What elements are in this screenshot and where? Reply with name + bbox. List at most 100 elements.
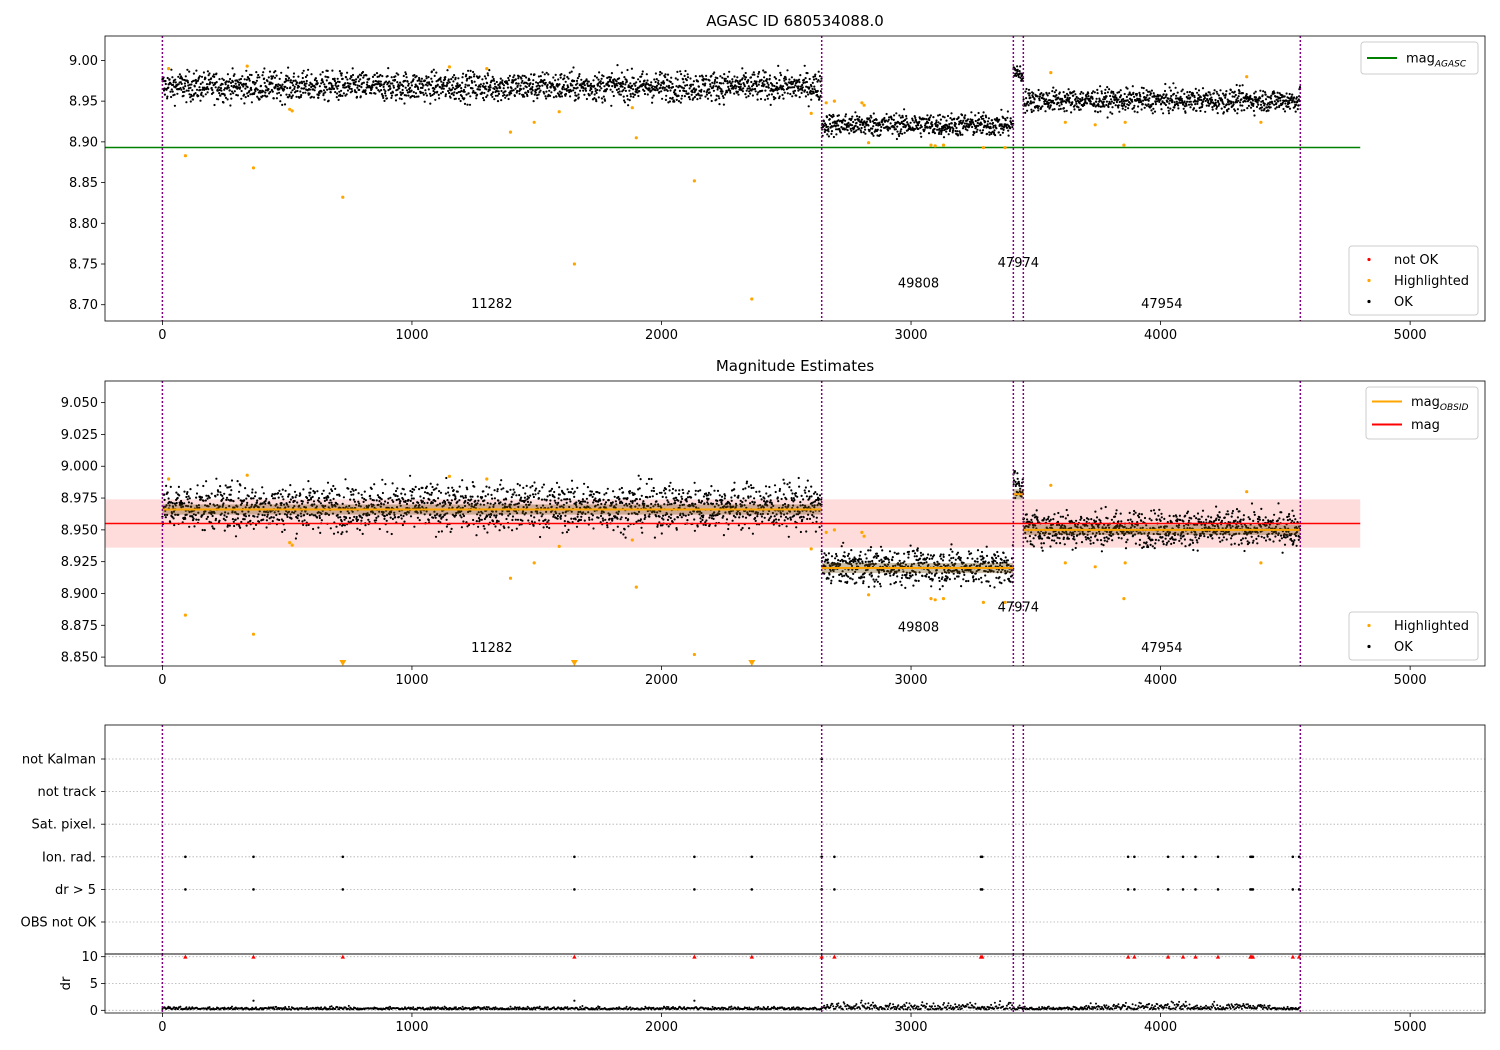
ok-point xyxy=(364,89,367,92)
ok-point xyxy=(600,97,604,100)
ok-point xyxy=(1105,95,1108,98)
ok-point xyxy=(869,114,872,117)
ok-point xyxy=(202,71,205,74)
ok-point xyxy=(1221,92,1225,95)
ok-point xyxy=(767,86,770,89)
ok-point xyxy=(684,69,687,73)
ok-point xyxy=(517,82,520,85)
ok-point xyxy=(654,72,658,75)
ok-point xyxy=(698,75,702,78)
ok-point xyxy=(808,77,811,81)
ok-point xyxy=(1271,102,1274,105)
ok-point xyxy=(790,80,793,83)
ok-point xyxy=(909,121,912,124)
ok-point xyxy=(350,493,353,496)
ok-point xyxy=(1252,104,1255,107)
ok-point xyxy=(413,95,416,99)
ok-point xyxy=(245,78,248,81)
ok-point xyxy=(713,71,716,74)
ok-point xyxy=(251,491,254,494)
ok-point xyxy=(791,95,794,98)
ok-point xyxy=(510,500,513,503)
ok-point xyxy=(173,104,176,107)
ok-point xyxy=(1260,106,1264,109)
ok-point xyxy=(394,78,397,82)
ok-point xyxy=(1019,65,1022,68)
ok-point xyxy=(355,91,358,94)
ok-point xyxy=(384,500,387,503)
ok-point xyxy=(1173,106,1176,109)
ok-point xyxy=(679,101,682,104)
ok-point xyxy=(1115,100,1118,104)
ok-point xyxy=(545,71,548,74)
ok-point xyxy=(942,136,946,139)
ok-point xyxy=(682,87,686,90)
ok-point xyxy=(655,87,658,90)
ok-point xyxy=(310,85,313,89)
ok-point xyxy=(340,520,343,523)
ok-point xyxy=(349,498,352,501)
ok-point xyxy=(1026,100,1030,104)
ok-point xyxy=(976,128,979,131)
ok-point xyxy=(626,94,629,97)
ok-point xyxy=(582,89,585,92)
ok-point xyxy=(692,97,695,100)
ok-point xyxy=(543,73,546,76)
ok-point xyxy=(186,81,190,84)
ok-point xyxy=(1237,95,1240,98)
ok-point xyxy=(548,81,551,84)
ok-point xyxy=(768,74,772,77)
ok-point xyxy=(248,89,251,93)
ok-point xyxy=(671,96,674,99)
ok-point xyxy=(844,113,848,116)
ok-point xyxy=(659,70,662,74)
ok-point xyxy=(559,95,562,98)
ok-point xyxy=(522,87,525,90)
ok-point xyxy=(440,87,443,90)
ok-point xyxy=(1225,90,1228,93)
ok-point xyxy=(720,82,723,85)
ok-point xyxy=(603,99,607,102)
ok-point xyxy=(428,498,431,501)
ok-point xyxy=(1029,96,1032,99)
ok-point xyxy=(919,132,922,135)
ok-point xyxy=(641,73,644,76)
ok-point xyxy=(783,79,786,82)
ok-point xyxy=(279,100,282,103)
ok-point xyxy=(1205,104,1208,107)
ok-point xyxy=(323,98,326,101)
ok-point xyxy=(895,137,899,141)
ok-point xyxy=(744,93,747,96)
ok-point xyxy=(521,79,524,83)
ok-point xyxy=(325,79,328,82)
ok-point xyxy=(858,115,861,119)
ok-point xyxy=(974,119,977,123)
ok-point xyxy=(554,88,557,91)
ok-point xyxy=(244,96,247,99)
ok-point xyxy=(229,81,233,84)
ok-point xyxy=(511,518,514,522)
ok-point xyxy=(979,129,982,132)
ok-point xyxy=(569,95,572,98)
ok-point xyxy=(618,90,621,93)
ok-point xyxy=(886,120,889,123)
ok-point xyxy=(929,114,933,117)
ok-point xyxy=(1216,112,1219,115)
highlighted-point xyxy=(572,262,577,266)
ok-point xyxy=(1000,123,1003,126)
ok-point xyxy=(354,83,357,86)
ok-point xyxy=(860,118,864,121)
ok-point xyxy=(341,531,344,534)
ok-point xyxy=(315,79,318,83)
ok-point xyxy=(205,83,209,86)
ok-point xyxy=(182,94,185,97)
ok-point xyxy=(500,479,503,482)
ok-point xyxy=(985,132,989,135)
ok-point xyxy=(234,518,237,521)
ok-point xyxy=(1253,114,1256,117)
ok-point xyxy=(804,95,808,98)
ok-point xyxy=(391,517,394,521)
ok-point xyxy=(1033,98,1036,101)
ok-point xyxy=(443,84,446,87)
ok-point xyxy=(1211,106,1214,109)
